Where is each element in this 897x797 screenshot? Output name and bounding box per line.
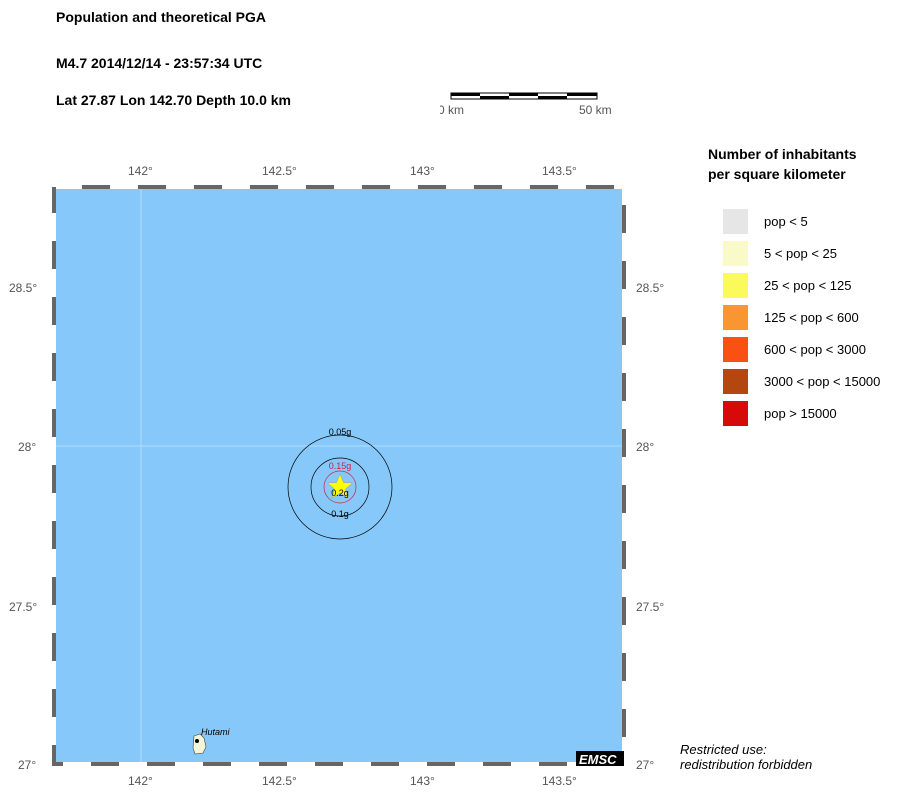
lon-tick: 143.5° (542, 164, 577, 178)
lat-ticks-right: 28.5° 28° 27.5° 27° (636, 281, 664, 772)
legend-label: 5 < pop < 25 (764, 246, 838, 261)
pga-label: 0.2g (331, 488, 349, 498)
notice-line: Restricted use: (680, 742, 767, 757)
pga-label: 0.05g (329, 427, 352, 437)
legend-title: Number of inhabitants per square kilomet… (708, 144, 857, 184)
emsc-logo-text: EMSC (579, 752, 617, 767)
map-title: Population and theoretical PGA (56, 9, 267, 25)
lat-tick: 28.5° (9, 281, 37, 295)
legend-title-line: Number of inhabitants (708, 146, 857, 162)
graticule (54, 187, 624, 764)
lat-tick: 27° (18, 758, 36, 772)
lat-tick: 27.5° (636, 600, 664, 614)
legend-label: 125 < pop < 600 (764, 310, 859, 325)
legend-label: pop < 5 (764, 214, 808, 229)
lat-tick: 27° (636, 758, 654, 772)
emsc-logo (576, 751, 624, 766)
epicenter-star-icon[interactable] (326, 473, 354, 499)
legend-swatch (723, 241, 748, 266)
lon-tick: 142° (128, 774, 153, 788)
legend-swatch (723, 369, 748, 394)
lat-tick: 27.5° (9, 600, 37, 614)
legend-swatch (723, 209, 748, 234)
pga-contour-0.05g (287, 434, 393, 540)
lon-tick: 142.5° (262, 774, 297, 788)
lon-tick: 143° (410, 164, 435, 178)
legend-swatch (723, 337, 748, 362)
event-location: Lat 27.87 Lon 142.70 Depth 10.0 km (56, 92, 291, 108)
legend-label: 600 < pop < 3000 (764, 342, 866, 357)
lon-tick: 143.5° (542, 774, 577, 788)
lon-tick: 143° (410, 774, 435, 788)
map-frame (52, 185, 626, 766)
legend-label: 25 < pop < 125 (764, 278, 852, 293)
lon-ticks-top: 142° 142.5° 143° 143.5° (128, 164, 577, 178)
legend-label: pop > 15000 (764, 406, 837, 421)
scale-end: 50 km (579, 103, 612, 117)
island-hutami: Hutami (192, 727, 231, 755)
legend-label: 3000 < pop < 15000 (764, 374, 881, 389)
legend-swatch (723, 305, 748, 330)
lon-tick: 142.5° (262, 164, 297, 178)
legend-swatch (723, 401, 748, 426)
lat-tick: 28° (636, 440, 654, 454)
lat-tick: 28.5° (636, 281, 664, 295)
event-info: M4.7 2014/12/14 - 23:57:34 UTC (56, 55, 263, 71)
legend-title-line: per square kilometer (708, 166, 846, 182)
scale-start: 0 km (440, 103, 464, 117)
pga-contour-0.1g (310, 457, 370, 517)
notice-line: redistribution forbidden (680, 757, 813, 772)
lat-tick: 28° (18, 440, 36, 454)
lon-tick: 142° (128, 164, 153, 178)
pga-label: 0.1g (331, 509, 349, 519)
legend-swatch (723, 273, 748, 298)
lon-ticks-bottom: 142° 142.5° 143° 143.5° (128, 774, 577, 788)
place-label: Hutami (201, 727, 231, 737)
scale-bar: 0 km 50 km (440, 92, 612, 117)
usage-notice: Restricted use: redistribution forbidden (680, 742, 812, 772)
pga-contour-0.15g (323, 470, 357, 504)
map[interactable]: 142° 142.5° 143° 143.5° 142° 142.5° 143°… (0, 0, 700, 797)
pga-label: 0.15g (329, 461, 352, 471)
ocean (54, 187, 624, 764)
lat-ticks-left: 28.5° 28° 27.5° 27° (9, 281, 37, 772)
